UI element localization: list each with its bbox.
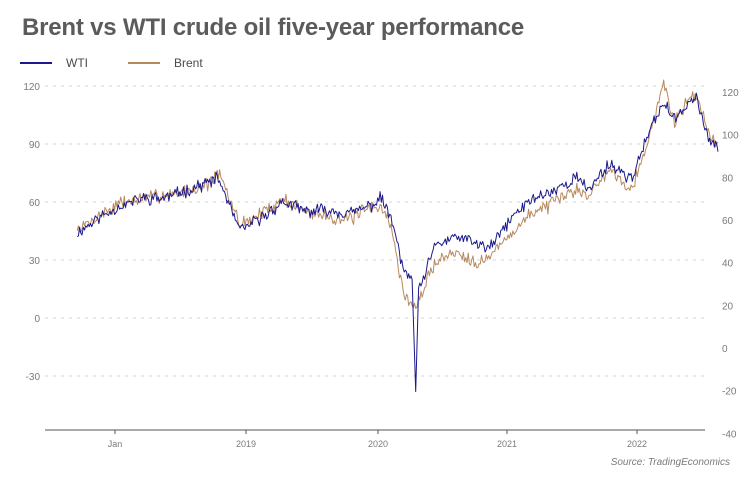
legend-label-wti: WTI: [66, 56, 88, 70]
x-tick-label-0: Jan: [108, 439, 123, 449]
chart-legend: WTI Brent: [20, 56, 243, 70]
legend-item-brent: Brent: [128, 56, 203, 70]
left-tick-label-0: 120: [23, 82, 40, 93]
x-tick-label-2: 2020: [368, 439, 388, 449]
legend-label-brent: Brent: [174, 56, 203, 70]
left-tick-label-2: 60: [29, 198, 41, 209]
right-tick-label-6: 0: [722, 344, 728, 355]
legend-swatch-brent: [128, 62, 160, 64]
right-tick-label-4: 40: [722, 259, 734, 270]
left-tick-label-1: 90: [29, 140, 41, 151]
right-tick-label-3: 60: [722, 216, 734, 227]
series-line-wti: [76, 92, 719, 392]
right-tick-label-0: 120: [722, 88, 739, 99]
chart-title: Brent vs WTI crude oil five-year perform…: [22, 14, 525, 41]
right-tick-label-5: 20: [722, 301, 734, 312]
right-tick-label-2: 80: [722, 173, 734, 184]
left-tick-label-3: 30: [29, 256, 41, 267]
legend-item-wti: WTI: [20, 56, 88, 70]
x-tick-label-4: 2022: [627, 439, 647, 449]
x-tick-label-1: 2019: [236, 439, 256, 449]
legend-swatch-wti: [20, 62, 52, 64]
right-tick-label-1: 100: [722, 131, 739, 142]
source-note: Source: TradingEconomics: [610, 457, 730, 468]
x-tick-label-3: 2021: [497, 439, 517, 449]
right-tick-label-8: -40: [722, 429, 737, 440]
right-tick-label-7: -20: [722, 387, 737, 398]
left-tick-label-4: 0: [34, 314, 40, 325]
left-tick-label-5: -30: [26, 372, 41, 383]
